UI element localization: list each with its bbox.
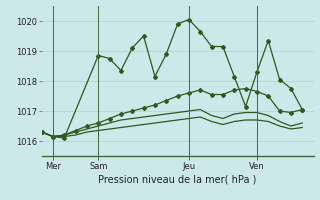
X-axis label: Pression niveau de la mer( hPa ): Pression niveau de la mer( hPa ): [99, 175, 257, 185]
